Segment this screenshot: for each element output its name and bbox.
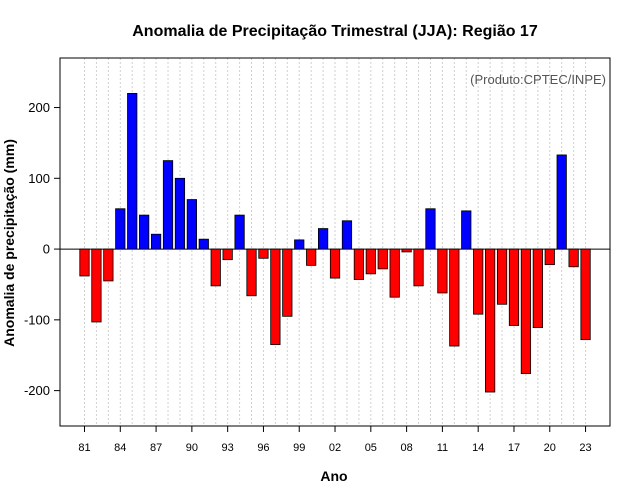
bar-2013 (461, 210, 472, 250)
bar-2019 (532, 248, 543, 329)
bar-2003 (341, 220, 353, 250)
bar-2009 (413, 248, 424, 287)
bar-1996 (258, 248, 269, 259)
bar-2000 (306, 248, 317, 266)
chart-title: Anomalia de Precipitação Trimestral (JJA… (132, 23, 538, 40)
bar-2015 (485, 248, 496, 393)
bar-1999 (294, 239, 305, 250)
x-tick-label: 08 (400, 442, 412, 454)
x-tick-label: 17 (508, 442, 520, 454)
bar-2021 (556, 154, 567, 250)
bar-2017 (508, 248, 520, 326)
x-tick-label: 14 (472, 442, 484, 454)
bar-1984 (115, 208, 126, 250)
bar-1993 (222, 248, 233, 261)
bar-1994 (234, 214, 245, 250)
x-tick-label: 90 (186, 442, 198, 454)
x-tick-label: 81 (78, 442, 90, 454)
bar-1998 (282, 248, 293, 317)
y-tick-label: 200 (28, 100, 50, 115)
bar-2023 (580, 248, 591, 341)
bar-1995 (246, 248, 257, 297)
bars (79, 92, 591, 393)
bar-2020 (544, 248, 555, 266)
x-tick-label: 96 (257, 442, 269, 454)
x-tick-label: 02 (329, 442, 341, 454)
bar-2002 (329, 248, 341, 279)
bar-2016 (496, 248, 508, 305)
x-tick-label: 93 (222, 442, 234, 454)
bar-2001 (317, 228, 329, 250)
bar-1986 (139, 214, 150, 250)
bar-2006 (377, 248, 388, 270)
x-tick-label: 99 (293, 442, 305, 454)
x-tick-label: 84 (114, 442, 126, 454)
bar-1990 (186, 199, 197, 250)
bar-1982 (91, 248, 102, 323)
product-annotation: (Produto:CPTEC/INPE) (470, 72, 606, 87)
y-tick-label: 0 (43, 242, 50, 257)
x-tick-label: 20 (544, 442, 556, 454)
bar-2007 (389, 248, 400, 298)
bar-1981 (79, 248, 90, 277)
y-axis: -200 -100 0 100 200 (24, 100, 60, 398)
bar-1997 (270, 248, 281, 346)
bar-1987 (150, 233, 162, 250)
x-tick-label: 23 (579, 442, 591, 454)
x-axis-label: Ano (320, 468, 347, 484)
x-tick-label: 11 (437, 442, 448, 454)
x-tick-label: 05 (365, 442, 377, 454)
bar-1989 (174, 177, 186, 250)
y-tick-label: -200 (24, 383, 50, 398)
bar-2005 (365, 248, 376, 275)
y-tick-label: 100 (28, 171, 50, 186)
bar-1988 (162, 160, 174, 250)
bar-1991 (198, 238, 209, 250)
bar-1992 (210, 248, 221, 287)
bar-2010 (425, 208, 436, 250)
y-tick-label: -100 (24, 312, 50, 327)
y-axis-label: Anomalia de precipitação (mm) (1, 139, 17, 347)
bar-2008 (401, 248, 412, 253)
bar-2012 (449, 248, 460, 347)
bar-1983 (103, 248, 114, 282)
bar-2022 (568, 248, 579, 268)
bar-2011 (437, 248, 448, 294)
x-axis: 81 84 87 90 93 96 99 02 05 08 11 14 17 20 23 (78, 426, 592, 454)
bar-2004 (353, 248, 364, 280)
bar-1985 (127, 92, 138, 250)
x-tick-label: 87 (150, 442, 162, 454)
bar-2018 (520, 248, 532, 375)
bar-2014 (473, 248, 484, 315)
